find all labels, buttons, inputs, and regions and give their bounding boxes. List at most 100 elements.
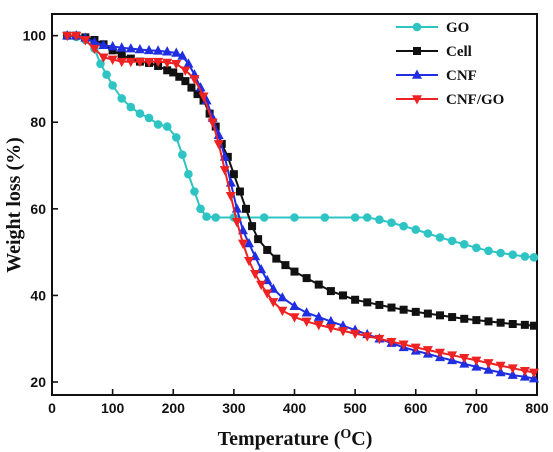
data-point-cnf: [107, 40, 118, 51]
legend-label-cnf-go: CNF/GO: [446, 92, 504, 108]
x-tick-label: 300: [222, 400, 246, 416]
data-point-cnf-go: [256, 280, 267, 291]
x-tick-label: 400: [283, 400, 307, 416]
data-point-go: [508, 250, 518, 260]
data-point-go: [375, 215, 384, 224]
data-point-go: [190, 187, 199, 196]
x-axis-title-end: C): [351, 428, 372, 450]
data-point-cnf-go: [162, 58, 173, 68]
data-point-cell: [117, 51, 126, 60]
data-point-cnf: [471, 361, 482, 371]
data-point-cell: [169, 68, 178, 77]
series-line-go: [67, 34, 535, 259]
legend-marker-cnf: [412, 69, 422, 79]
data-point-go: [496, 248, 505, 258]
data-point-go: [108, 81, 117, 90]
data-point-cell: [520, 320, 529, 329]
data-point-cell: [484, 317, 493, 326]
data-point-cnf-go: [495, 361, 506, 372]
data-point-cell: [326, 287, 335, 296]
data-point-cnf: [89, 36, 100, 46]
data-point-cell: [163, 66, 172, 75]
data-point-go: [350, 213, 360, 222]
legend-marker-cnf-go: [412, 95, 422, 105]
data-point-cell: [314, 280, 323, 289]
data-point-cell: [496, 318, 505, 327]
data-point-cell: [175, 72, 184, 81]
data-point-cnf-go: [435, 348, 445, 359]
data-point-cnf-go: [107, 55, 118, 65]
data-point-go: [202, 212, 211, 221]
data-point-cnf-go: [237, 239, 248, 249]
x-tick-label: 500: [343, 400, 367, 416]
data-point-cnf-go: [507, 364, 518, 374]
data-point-cell: [254, 235, 263, 244]
data-point-go: [196, 204, 205, 214]
data-point-cell: [193, 90, 202, 99]
data-point-cnf-go: [213, 140, 224, 150]
x-tick-label: 800: [525, 400, 549, 416]
data-point-cnf-go: [244, 256, 255, 267]
data-point-cnf-go: [231, 218, 242, 228]
data-point-cnf-go: [153, 57, 164, 68]
data-point-cell: [281, 261, 290, 270]
data-point-cnf-go: [180, 66, 191, 76]
data-point-go: [259, 213, 269, 222]
data-point-cell: [108, 46, 117, 55]
data-point-cell: [248, 222, 257, 231]
data-point-cell: [423, 309, 432, 318]
x-axis-title-main: Temperature (: [218, 428, 341, 450]
data-point-go: [447, 236, 457, 246]
legend-item-cnf: CNF: [396, 68, 477, 84]
data-point-go: [178, 150, 187, 160]
data-point-go: [423, 229, 433, 238]
data-point-cnf-go: [374, 334, 385, 345]
legend-marker-go: [412, 22, 422, 32]
data-point-cnf-go: [289, 313, 300, 323]
data-point-cell: [436, 311, 444, 320]
x-tick-label: 200: [162, 400, 186, 416]
data-point-cnf-go: [62, 31, 73, 42]
data-point-cnf-go: [171, 59, 182, 70]
data-point-cnf-go: [268, 298, 279, 308]
data-point-cnf-go: [262, 289, 273, 299]
data-point-go: [96, 59, 105, 69]
data-point-cell: [351, 295, 360, 304]
data-point-cell: [411, 307, 420, 316]
data-point-cell: [472, 316, 481, 325]
data-point-cell: [529, 321, 538, 330]
data-point-cnf-go: [350, 329, 361, 340]
legend-label-go: GO: [446, 20, 469, 36]
data-point-go: [484, 246, 493, 256]
data-point-cell: [187, 83, 196, 92]
series-cnf: [62, 30, 539, 383]
y-axis-title: Weight loss (%): [3, 137, 25, 273]
data-point-cnf: [483, 364, 494, 374]
data-point-cnf-go: [313, 321, 324, 331]
data-point-cnf-go: [225, 192, 236, 202]
x-tick-label: 100: [101, 400, 125, 416]
data-point-cnf: [177, 50, 188, 60]
x-tick-label: 0: [48, 400, 56, 416]
data-point-cnf-go: [398, 340, 409, 350]
data-point-cnf-go: [89, 44, 100, 55]
legend: GO Cell CNF CNF/GO: [396, 20, 504, 108]
y-tick-label: 20: [30, 374, 46, 390]
data-point-cell: [229, 170, 238, 179]
data-point-go: [211, 213, 220, 222]
data-point-cell: [302, 274, 311, 283]
data-point-go: [520, 252, 530, 261]
data-point-cnf-go: [483, 359, 494, 369]
data-point-cnf: [507, 369, 518, 379]
data-point-cnf: [195, 82, 206, 92]
data-point-cnf: [301, 307, 312, 317]
data-point-cell: [363, 298, 372, 307]
x-axis-title: Temperature (OC): [218, 427, 373, 450]
data-point-cnf-go: [301, 317, 312, 327]
data-point-go: [117, 94, 127, 103]
x-axis-title-superscript: O: [340, 427, 351, 442]
data-point-cnf-go: [250, 269, 261, 280]
data-point-cnf-go: [71, 31, 82, 42]
data-point-go: [102, 70, 111, 79]
